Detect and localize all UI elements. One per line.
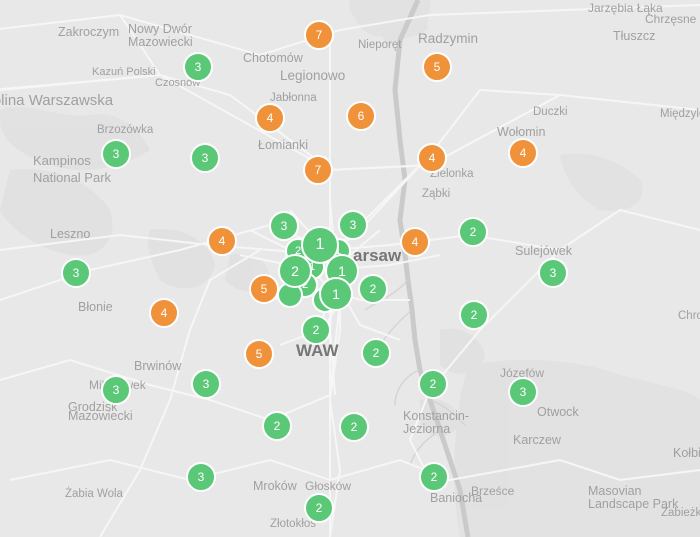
svg-text:Brwinów: Brwinów bbox=[134, 359, 182, 373]
svg-text:Legionowo: Legionowo bbox=[280, 68, 345, 83]
svg-text:Chotomów: Chotomów bbox=[243, 51, 304, 65]
svg-text:Baniocha: Baniocha bbox=[430, 491, 482, 505]
svg-text:Mroków: Mroków bbox=[253, 479, 298, 493]
svg-text:Jabłonna: Jabłonna bbox=[270, 92, 317, 104]
svg-text:Jeziorna: Jeziorna bbox=[403, 422, 450, 436]
svg-text:Żabia Wola: Żabia Wola bbox=[65, 487, 124, 500]
svg-text:Błonie: Błonie bbox=[78, 300, 113, 314]
svg-text:Kampinos: Kampinos bbox=[33, 153, 91, 168]
svg-text:Leszno: Leszno bbox=[50, 227, 90, 241]
svg-text:Radzymin: Radzymin bbox=[418, 31, 478, 46]
svg-text:National Park: National Park bbox=[33, 170, 112, 185]
svg-text:Łomianki: Łomianki bbox=[258, 138, 308, 152]
svg-text:Międzylesie: Międzylesie bbox=[660, 108, 700, 120]
svg-text:Zakroczym: Zakroczym bbox=[58, 25, 119, 39]
svg-text:Wołomin: Wołomin bbox=[497, 125, 545, 139]
svg-text:Brzozówka: Brzozówka bbox=[97, 124, 154, 136]
svg-text:Chrzęsne: Chrzęsne bbox=[645, 12, 697, 26]
svg-text:Mazowiecki: Mazowiecki bbox=[128, 35, 193, 49]
svg-text:Dolina Warszawska: Dolina Warszawska bbox=[0, 92, 114, 109]
svg-text:Nowy Dwór: Nowy Dwór bbox=[128, 22, 192, 36]
svg-text:Zabieżki: Zabieżki bbox=[661, 507, 700, 519]
svg-text:Kołbiel: Kołbiel bbox=[673, 446, 700, 460]
svg-text:arsaw: arsaw bbox=[353, 246, 402, 265]
svg-text:Ząbki: Ząbki bbox=[422, 188, 450, 200]
svg-text:Masovian: Masovian bbox=[588, 484, 642, 498]
svg-text:Otwock: Otwock bbox=[537, 405, 579, 419]
svg-text:Głosków: Głosków bbox=[305, 479, 351, 493]
svg-text:Nieporęt: Nieporęt bbox=[358, 39, 402, 51]
svg-text:Mazowiecki: Mazowiecki bbox=[68, 409, 133, 423]
svg-text:Tłuszcz: Tłuszcz bbox=[613, 29, 655, 43]
svg-text:Sulejówek: Sulejówek bbox=[515, 244, 573, 258]
svg-text:Duczki: Duczki bbox=[533, 106, 568, 118]
svg-text:Chrośla: Chrośla bbox=[678, 310, 700, 322]
svg-text:Karczew: Karczew bbox=[513, 433, 562, 447]
svg-text:Kazuń Polski: Kazuń Polski bbox=[92, 66, 156, 78]
svg-text:Konstancin-: Konstancin- bbox=[403, 409, 469, 423]
